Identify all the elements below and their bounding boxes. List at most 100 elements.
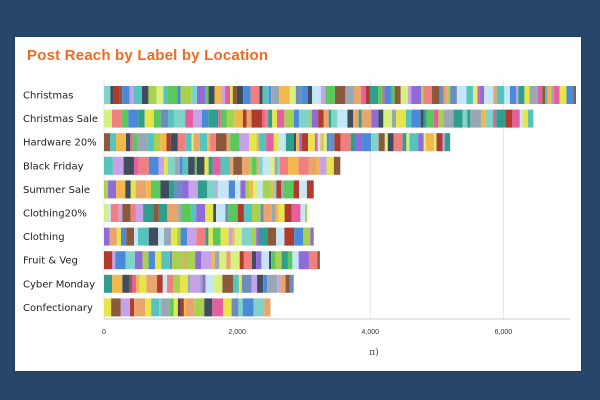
bar-5-segment-20 bbox=[237, 204, 244, 222]
bar-3-segment-16 bbox=[208, 156, 213, 175]
bar-7-segment-7 bbox=[154, 251, 162, 270]
bar-5-segment-1 bbox=[108, 204, 111, 222]
bar-9-segment-12 bbox=[180, 298, 184, 317]
x-tick-label-3: 6,000 bbox=[495, 329, 513, 336]
bar-2-segment-11 bbox=[170, 133, 178, 152]
bar-8-segment-7 bbox=[146, 274, 158, 293]
bar-1-segment-42 bbox=[383, 109, 392, 128]
bar-5 bbox=[104, 204, 308, 222]
chart-svg: Christmas Christmas Sale Hardware 20% Black… bbox=[23, 79, 576, 358]
bar-1-segment-62 bbox=[512, 109, 520, 128]
bar-0-segment-7 bbox=[141, 86, 149, 104]
bar-9 bbox=[104, 298, 271, 317]
bar-1-segment-64 bbox=[522, 109, 529, 128]
bar-0-segment-28 bbox=[268, 86, 272, 104]
bar-2-segment-6 bbox=[137, 133, 148, 152]
bar-9-segment-4 bbox=[134, 298, 146, 317]
bar-9-segment-10 bbox=[173, 298, 178, 317]
bar-0-segment-76 bbox=[547, 86, 552, 104]
bar-1-segment-53 bbox=[453, 109, 463, 128]
bar-0-segment-66 bbox=[496, 86, 505, 104]
bar-4-segment-1 bbox=[108, 180, 117, 199]
bar-4-segment-4 bbox=[130, 180, 136, 199]
bar-1-segment-41 bbox=[378, 109, 384, 128]
bar-7-segment-13 bbox=[195, 251, 202, 270]
bar-1-segment-61 bbox=[505, 109, 513, 128]
bar-4-segment-31 bbox=[299, 180, 307, 199]
bar-1-segment-63 bbox=[519, 109, 523, 128]
bar-4-segment-3 bbox=[125, 180, 131, 199]
bar-0-segment-54 bbox=[431, 86, 440, 104]
chart-card: Post Reach by Label by Location Christma… bbox=[15, 37, 581, 371]
bar-9-segment-2 bbox=[120, 298, 131, 317]
bar-5-segment-26 bbox=[275, 204, 279, 222]
bar-2-segment-5 bbox=[132, 133, 138, 152]
bar-3-segment-18 bbox=[220, 156, 231, 175]
bar-6-segment-13 bbox=[187, 227, 197, 246]
bar-5-segment-12 bbox=[181, 204, 192, 222]
bar-1-segment-52 bbox=[443, 109, 454, 128]
bar-1-segment-19 bbox=[246, 109, 252, 128]
bar-0-segment-57 bbox=[447, 86, 451, 104]
bar-8-segment-4 bbox=[131, 274, 136, 293]
bar-9-segment-5 bbox=[145, 298, 152, 317]
bar-5-segment-22 bbox=[252, 204, 261, 222]
bar-1-segment-23 bbox=[268, 109, 273, 128]
bar-2-segment-19 bbox=[215, 133, 227, 152]
bar-0-segment-33 bbox=[301, 86, 308, 104]
bar-3-segment-27 bbox=[270, 156, 275, 175]
bar-1-segment-35 bbox=[337, 109, 348, 128]
bar-3-segment-32 bbox=[298, 156, 309, 175]
bar-7-segment-0 bbox=[104, 251, 113, 270]
bar-3-segment-26 bbox=[262, 156, 271, 175]
bar-6-segment-30 bbox=[303, 227, 311, 246]
bar-6-segment-20 bbox=[232, 227, 235, 246]
bar-8-segment-0 bbox=[104, 274, 113, 293]
bar-6-segment-2 bbox=[116, 227, 121, 246]
bar-0-segment-43 bbox=[369, 86, 379, 104]
bar-1-segment-65 bbox=[528, 109, 534, 128]
bar-5-segment-11 bbox=[178, 204, 182, 222]
bar-9-segment-9 bbox=[170, 298, 174, 317]
bar-7-segment-25 bbox=[268, 251, 272, 270]
bar-0-segment-21 bbox=[230, 86, 233, 104]
bar-1-segment-1 bbox=[111, 109, 123, 128]
bar-6-segment-22 bbox=[241, 227, 252, 246]
bar-6-segment-4 bbox=[126, 227, 135, 246]
bar-1-segment-40 bbox=[371, 109, 379, 128]
bar-2-segment-10 bbox=[166, 133, 171, 152]
bar-1-segment-60 bbox=[496, 109, 506, 128]
bar-3-segment-21 bbox=[241, 156, 250, 175]
bar-2-segment-55 bbox=[423, 133, 426, 152]
bar-1-segment-21 bbox=[262, 109, 265, 128]
bar-4-segment-27 bbox=[276, 180, 282, 199]
category-label-0: Christmas bbox=[23, 91, 73, 102]
bar-2-segment-2 bbox=[116, 133, 127, 152]
bar-1-segment-54 bbox=[462, 109, 468, 128]
bar-8-segment-15 bbox=[200, 274, 203, 293]
bar-3-segment-20 bbox=[233, 156, 242, 175]
bar-0-segment-75 bbox=[545, 86, 548, 104]
bar-0-segment-24 bbox=[243, 86, 251, 104]
bar-8-segment-28 bbox=[280, 274, 286, 293]
bar-0-segment-35 bbox=[312, 86, 321, 104]
bar-5-segment-17 bbox=[216, 204, 226, 222]
bar-2-segment-14 bbox=[191, 133, 194, 152]
bar-1-segment-26 bbox=[284, 109, 294, 128]
bar-1-segment-37 bbox=[353, 109, 359, 128]
bar-1-segment-36 bbox=[347, 109, 354, 128]
category-label-4: Summer Sale bbox=[23, 185, 90, 196]
bar-8-segment-9 bbox=[162, 274, 168, 293]
bar-3-segment-15 bbox=[204, 156, 209, 175]
bar-4-segment-10 bbox=[174, 180, 182, 199]
bar-6-segment-9 bbox=[163, 227, 172, 246]
bar-1-segment-48 bbox=[423, 109, 427, 128]
bar-6-segment-0 bbox=[104, 227, 110, 246]
bar-5-segment-29 bbox=[291, 204, 301, 222]
category-label-7: Fruit & Veg bbox=[23, 256, 78, 267]
bar-1-segment-5 bbox=[144, 109, 154, 128]
bar-6-segment-27 bbox=[276, 227, 285, 246]
bar-3-segment-9 bbox=[174, 156, 180, 175]
bar-0-segment-48 bbox=[394, 86, 401, 104]
